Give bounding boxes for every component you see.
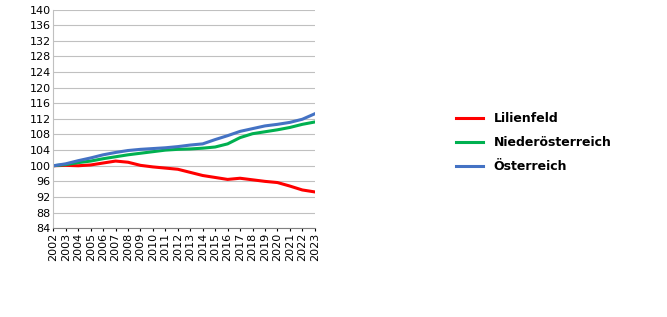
Lilienfeld: [223, 178, 231, 181]
Lilienfeld: [186, 171, 194, 174]
Österreich: [199, 142, 207, 146]
Niederösterreich: [87, 159, 95, 163]
Österreich: [111, 151, 119, 154]
Österreich: [261, 124, 269, 128]
Lilienfeld: [236, 176, 244, 180]
Lilienfeld: [298, 188, 306, 192]
Legend: Lilienfeld, Niederösterreich, Österreich: Lilienfeld, Niederösterreich, Österreich: [450, 106, 618, 180]
Lilienfeld: [137, 164, 145, 167]
Niederösterreich: [273, 128, 281, 132]
Lilienfeld: [286, 184, 294, 188]
Niederösterreich: [223, 142, 231, 146]
Lilienfeld: [124, 160, 132, 164]
Österreich: [87, 156, 95, 160]
Lilienfeld: [161, 166, 169, 170]
Österreich: [273, 122, 281, 126]
Niederösterreich: [261, 130, 269, 134]
Österreich: [62, 162, 70, 166]
Lilienfeld: [174, 167, 182, 171]
Niederösterreich: [161, 148, 169, 152]
Lilienfeld: [211, 176, 219, 179]
Lilienfeld: [87, 163, 95, 167]
Niederösterreich: [74, 161, 82, 165]
Österreich: [124, 149, 132, 152]
Niederösterreich: [211, 145, 219, 149]
Niederösterreich: [137, 151, 145, 155]
Niederösterreich: [124, 153, 132, 157]
Lilienfeld: [49, 164, 57, 168]
Lilienfeld: [111, 159, 119, 163]
Niederösterreich: [111, 155, 119, 159]
Österreich: [311, 112, 319, 116]
Lilienfeld: [149, 165, 157, 169]
Niederösterreich: [298, 122, 306, 126]
Niederösterreich: [99, 157, 107, 161]
Niederösterreich: [286, 126, 294, 129]
Lilienfeld: [62, 164, 70, 167]
Österreich: [298, 117, 306, 121]
Niederösterreich: [311, 120, 319, 124]
Line: Lilienfeld: Lilienfeld: [53, 161, 315, 192]
Niederösterreich: [174, 147, 182, 151]
Österreich: [149, 147, 157, 151]
Lilienfeld: [261, 179, 269, 183]
Niederösterreich: [186, 147, 194, 151]
Österreich: [99, 153, 107, 157]
Niederösterreich: [249, 132, 257, 136]
Line: Österreich: Österreich: [53, 114, 315, 166]
Niederösterreich: [62, 163, 70, 166]
Lilienfeld: [99, 161, 107, 165]
Niederösterreich: [199, 146, 207, 150]
Lilienfeld: [74, 164, 82, 168]
Österreich: [211, 138, 219, 141]
Line: Niederösterreich: Niederösterreich: [53, 122, 315, 166]
Lilienfeld: [273, 181, 281, 184]
Niederösterreich: [149, 150, 157, 154]
Niederösterreich: [236, 136, 244, 139]
Österreich: [236, 129, 244, 133]
Österreich: [286, 120, 294, 124]
Österreich: [137, 147, 145, 151]
Österreich: [249, 127, 257, 131]
Österreich: [74, 159, 82, 163]
Österreich: [161, 146, 169, 150]
Lilienfeld: [199, 174, 207, 178]
Österreich: [174, 145, 182, 148]
Österreich: [186, 143, 194, 147]
Lilienfeld: [311, 190, 319, 194]
Lilienfeld: [249, 178, 257, 182]
Niederösterreich: [49, 164, 57, 168]
Österreich: [49, 164, 57, 168]
Österreich: [223, 134, 231, 138]
